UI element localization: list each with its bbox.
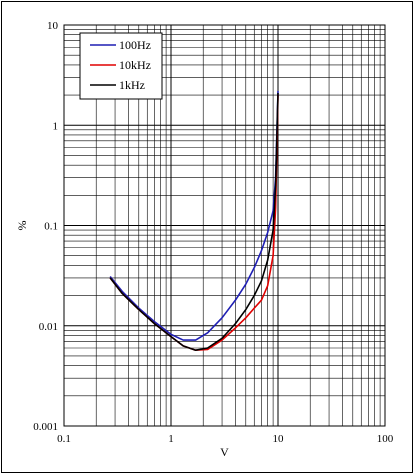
y-tick-label: 1 bbox=[53, 120, 59, 132]
legend-box bbox=[79, 32, 163, 100]
legend-label: 100Hz bbox=[119, 38, 151, 52]
series-line-100hz bbox=[109, 90, 279, 341]
series-line-10khz bbox=[109, 95, 279, 352]
series-line-1khz bbox=[109, 92, 279, 352]
plot-area-border bbox=[63, 24, 386, 427]
y-tick-label: 0.001 bbox=[33, 421, 58, 433]
y-tick-label: 0.01 bbox=[39, 321, 58, 333]
x-tick-label: 0.1 bbox=[57, 433, 71, 445]
legend-label: 10kHz bbox=[119, 58, 151, 72]
y-tick-label: 10 bbox=[47, 20, 59, 32]
x-tick-label: 100 bbox=[377, 433, 394, 445]
x-tick-label: 10 bbox=[273, 433, 285, 445]
y-axis-label: % bbox=[15, 221, 29, 231]
x-axis-label: V bbox=[220, 445, 229, 459]
y-tick-label: 0.1 bbox=[44, 221, 58, 233]
x-tick-label: 1 bbox=[168, 433, 174, 445]
legend-label: 1kHz bbox=[119, 78, 145, 92]
